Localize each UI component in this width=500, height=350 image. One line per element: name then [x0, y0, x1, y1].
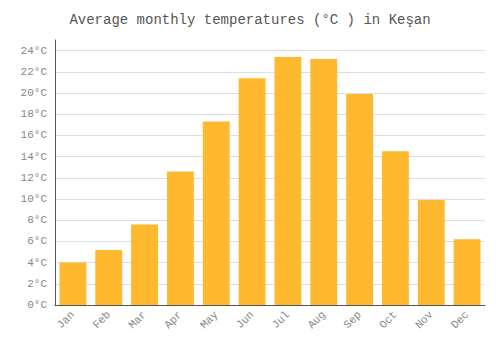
svg-text:Oct: Oct [377, 309, 399, 331]
svg-text:Nov: Nov [413, 308, 436, 331]
svg-text:22°C: 22°C [21, 66, 48, 78]
svg-text:May: May [198, 308, 221, 331]
svg-text:24°C: 24°C [21, 45, 48, 57]
svg-text:Average monthly temperatures (: Average monthly temperatures (°C ) in Ke… [69, 12, 430, 28]
svg-text:12°C: 12°C [21, 172, 48, 184]
svg-text:2°C: 2°C [27, 278, 47, 290]
svg-text:20°C: 20°C [21, 87, 48, 99]
svg-text:0°C: 0°C [27, 299, 47, 311]
svg-text:Sep: Sep [341, 309, 363, 331]
svg-text:4°C: 4°C [27, 257, 47, 269]
svg-text:8°C: 8°C [27, 214, 47, 226]
svg-text:Dec: Dec [449, 309, 471, 331]
svg-text:Jul: Jul [270, 309, 292, 331]
svg-text:Jan: Jan [55, 309, 77, 331]
svg-text:Aug: Aug [306, 309, 328, 331]
svg-text:Apr: Apr [162, 309, 184, 331]
svg-text:10°C: 10°C [21, 193, 48, 205]
svg-text:16°C: 16°C [21, 129, 48, 141]
svg-text:Jun: Jun [234, 309, 256, 331]
svg-text:6°C: 6°C [27, 235, 47, 247]
svg-text:Mar: Mar [126, 309, 148, 331]
svg-text:18°C: 18°C [21, 108, 48, 120]
svg-text:14°C: 14°C [21, 151, 48, 163]
svg-text:Feb: Feb [91, 309, 113, 331]
